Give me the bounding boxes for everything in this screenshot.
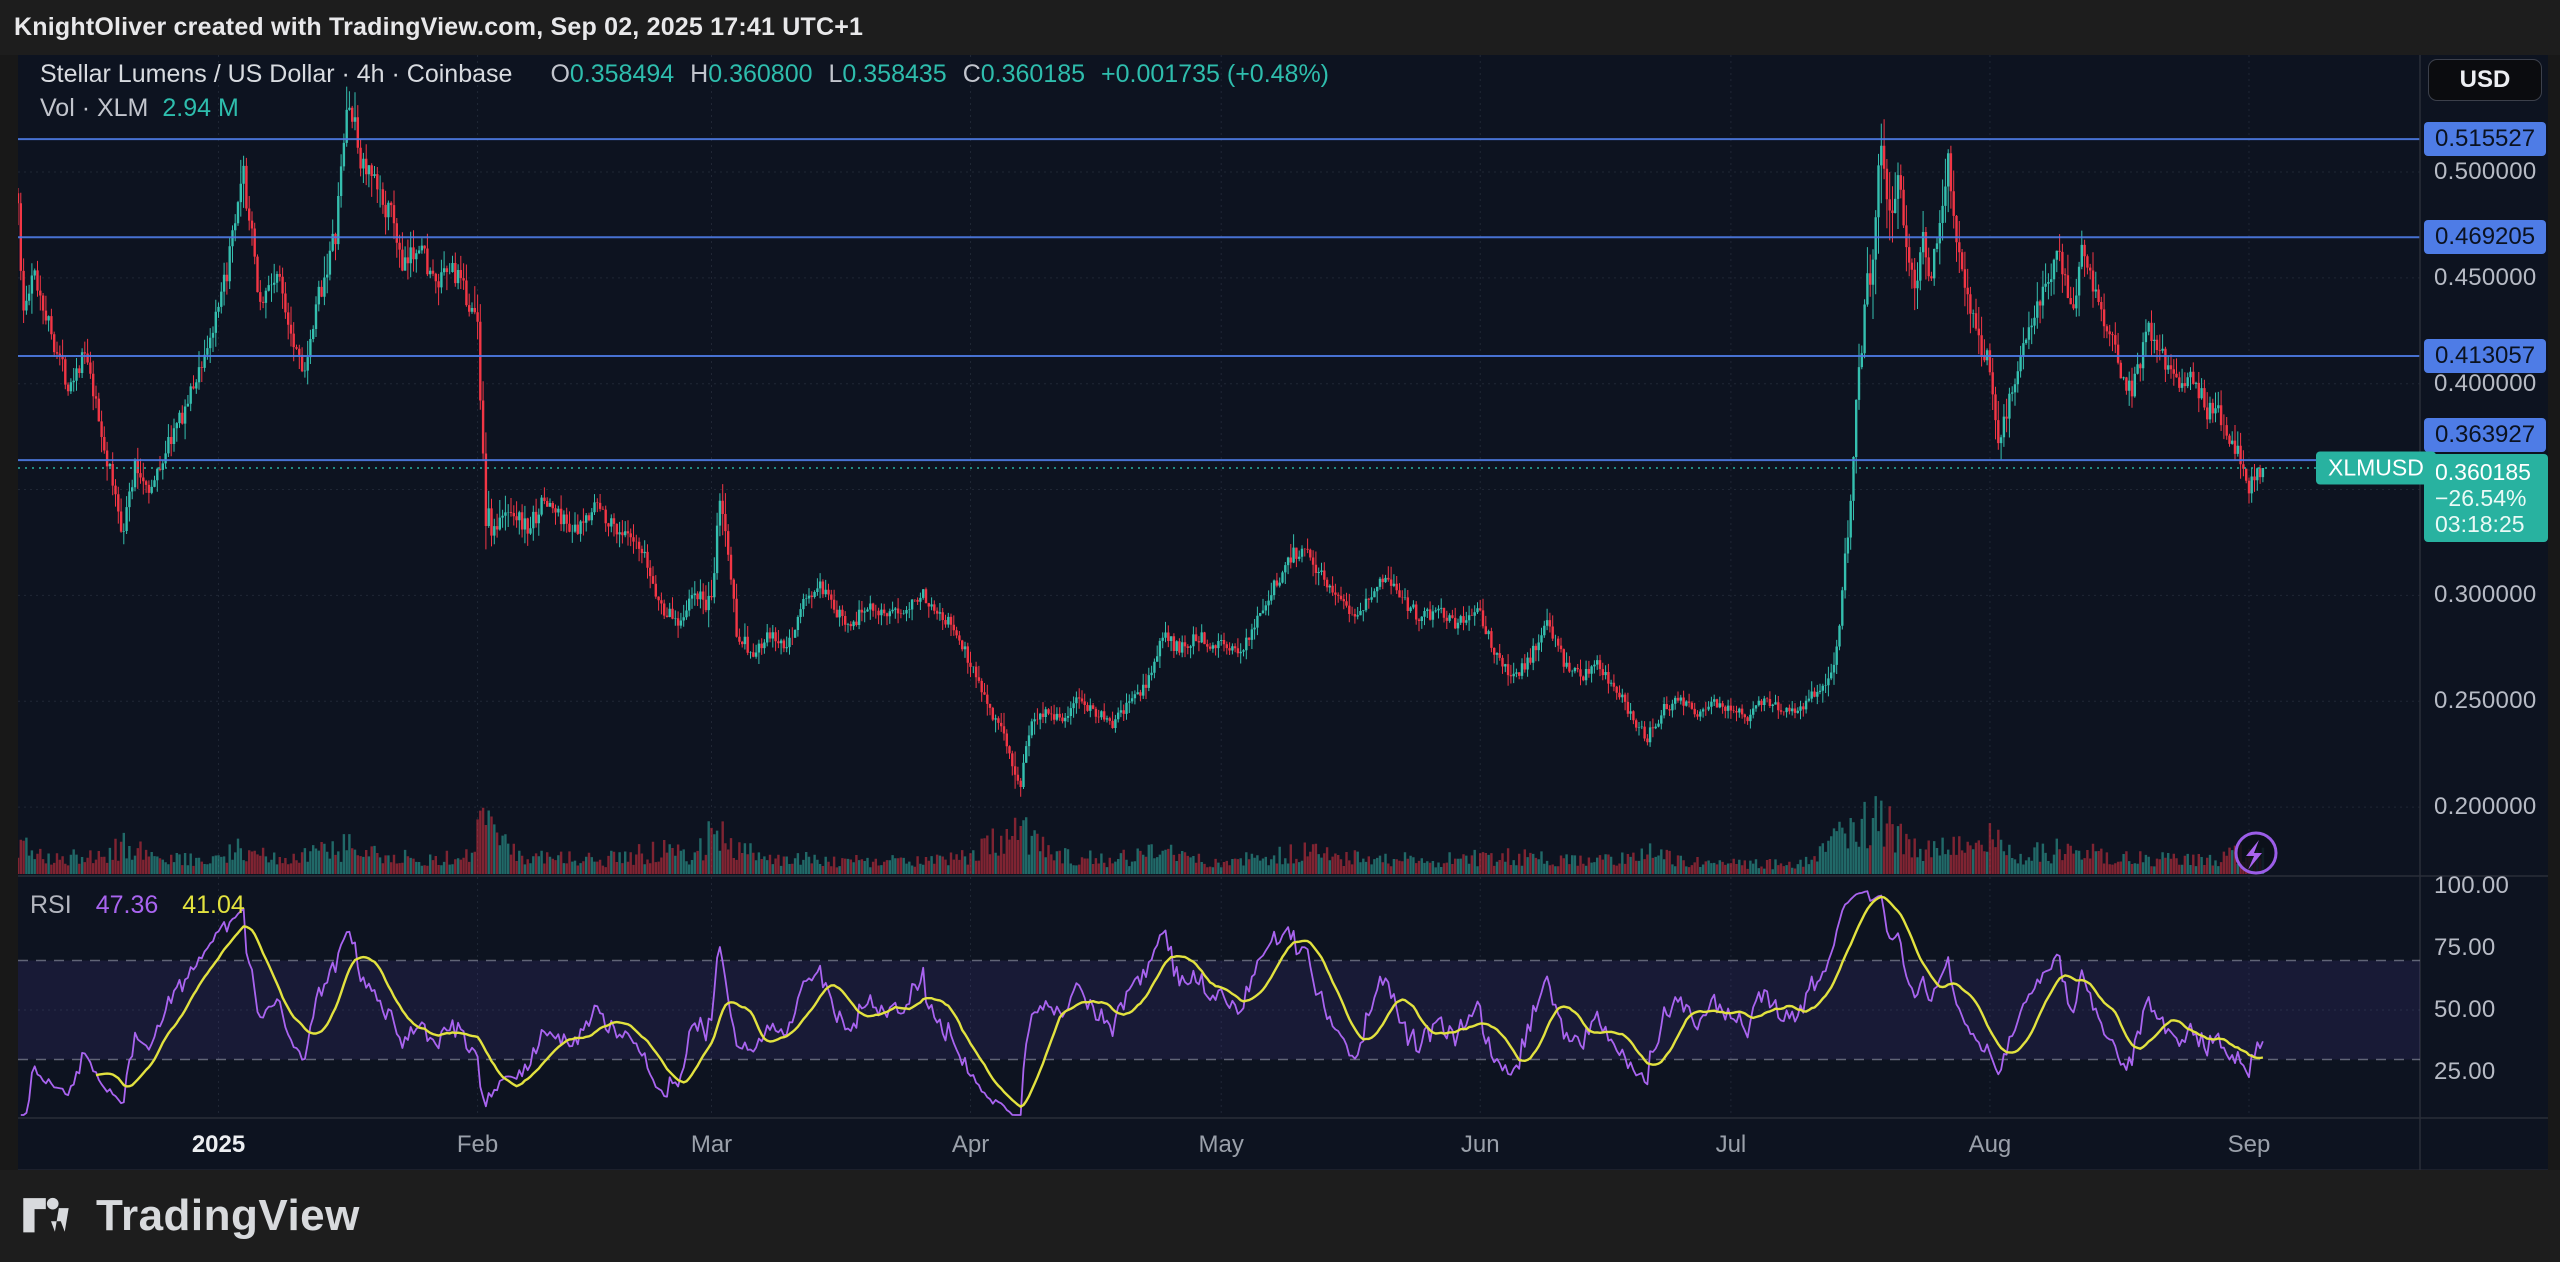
line-price-badge[interactable]: 0.413057 xyxy=(2424,339,2547,374)
rsi-axis-label: 75.00 xyxy=(2434,934,2496,962)
time-axis-label-apr: Apr xyxy=(951,1131,990,1158)
rsi-label: RSI xyxy=(30,891,72,919)
last-price-price: 0.360185 xyxy=(2435,458,2531,485)
tradingview-logo-icon[interactable] xyxy=(22,1196,74,1236)
rsi-signal-value: 41.04 xyxy=(182,891,245,919)
price-pane-plot[interactable] xyxy=(18,55,2420,876)
line-price-badge[interactable]: 0.515527 xyxy=(2424,122,2547,157)
tradingview-wordmark[interactable]: TradingView xyxy=(96,1191,360,1240)
price-axis-label: 0.400000 xyxy=(2434,369,2537,397)
high-value: 0.360800 xyxy=(708,60,813,88)
close-label: C xyxy=(962,60,981,88)
time-axis-label-jun: Jun xyxy=(1460,1131,1500,1158)
attribution-text: KnightOliver created with TradingView.co… xyxy=(14,13,864,41)
last-price-countdown: 03:18:25 xyxy=(2435,510,2525,537)
rsi-axis-label: 25.00 xyxy=(2434,1057,2496,1085)
time-axis-label-sep: Sep xyxy=(2227,1131,2271,1158)
rsi-axis-label: 50.00 xyxy=(2434,996,2496,1023)
price-axis-label: 0.250000 xyxy=(2434,687,2537,715)
low-value: 0.358435 xyxy=(842,60,947,88)
last-price-change_pct: −26.54% xyxy=(2435,484,2527,511)
time-axis-label-mar: Mar xyxy=(690,1131,733,1158)
time-axis-label-jul: Jul xyxy=(1715,1131,1747,1158)
rsi-legend: RSI 47.36 41.04 xyxy=(30,891,245,920)
close-value: 0.360185 xyxy=(980,60,1086,88)
symbol-legend-row: Stellar Lumens / US Dollar · 4h · Coinba… xyxy=(40,60,1329,89)
volume-label: Vol · XLM xyxy=(40,94,149,122)
line-price-badge[interactable]: 0.469205 xyxy=(2424,220,2547,255)
volume-legend-row: Vol · XLM 2.94 M xyxy=(40,94,239,123)
attribution-bar: KnightOliver created with TradingView.co… xyxy=(0,0,2560,55)
left-gutter xyxy=(0,55,18,1170)
last-price-badge: 0.360185 −26.54% 03:18:25 xyxy=(2424,453,2548,542)
low-label: L xyxy=(828,60,843,88)
open-label: O xyxy=(550,60,570,88)
currency-toggle-button[interactable]: USD xyxy=(2428,59,2542,101)
footer-bar: TradingView xyxy=(0,1170,2560,1262)
right-gutter xyxy=(2548,55,2560,1170)
price-axis-label: 0.450000 xyxy=(2434,263,2537,291)
time-axis-label-2025: 2025 xyxy=(191,1131,246,1158)
price-axis-label: 0.300000 xyxy=(2434,581,2537,609)
high-label: H xyxy=(690,60,709,88)
time-axis-label-feb: Feb xyxy=(456,1131,499,1158)
price-axis-label: 0.500000 xyxy=(2434,158,2537,185)
time-axis-label-may: May xyxy=(1198,1131,1244,1158)
symbol-price-tag: XLMUSD xyxy=(2316,451,2436,485)
volume-value: 2.94 M xyxy=(162,94,239,122)
symbol-title[interactable]: Stellar Lumens / US Dollar · 4h · Coinba… xyxy=(40,60,513,88)
line-price-badge[interactable]: 0.363927 xyxy=(2424,417,2547,452)
rsi-main-value: 47.36 xyxy=(95,891,159,919)
change-value: +0.001735 (+0.48%) xyxy=(1101,60,1330,88)
open-value: 0.358494 xyxy=(569,60,675,88)
time-axis-label-aug: Aug xyxy=(1968,1131,2012,1158)
price-axis-label: 0.200000 xyxy=(2434,793,2537,821)
rsi-pane-plot[interactable] xyxy=(18,877,2420,1118)
rsi-axis-label: 100.00 xyxy=(2434,872,2510,900)
